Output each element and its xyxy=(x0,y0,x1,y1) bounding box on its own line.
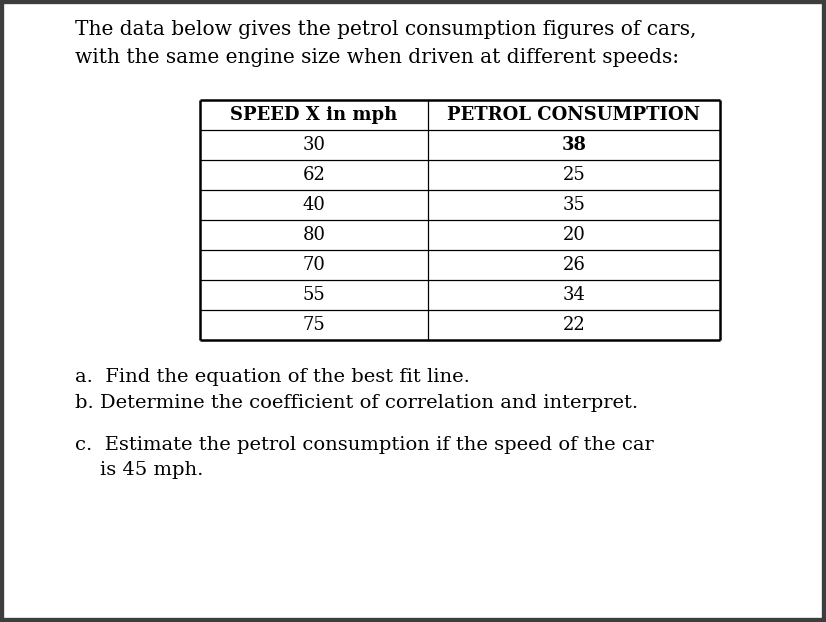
Text: is 45 mph.: is 45 mph. xyxy=(75,461,203,479)
Text: 34: 34 xyxy=(563,286,586,304)
Text: with the same engine size when driven at different speeds:: with the same engine size when driven at… xyxy=(75,48,679,67)
Text: 26: 26 xyxy=(563,256,586,274)
Text: 25: 25 xyxy=(563,166,586,184)
Text: 75: 75 xyxy=(302,316,325,334)
Text: 30: 30 xyxy=(302,136,325,154)
Text: The data below gives the petrol consumption figures of cars,: The data below gives the petrol consumpt… xyxy=(75,20,696,39)
Text: PETROL CONSUMPTION: PETROL CONSUMPTION xyxy=(448,106,700,124)
Text: c.  Estimate the petrol consumption if the speed of the car: c. Estimate the petrol consumption if th… xyxy=(75,436,653,454)
Text: 80: 80 xyxy=(302,226,325,244)
Text: 20: 20 xyxy=(563,226,586,244)
Text: 62: 62 xyxy=(302,166,325,184)
Text: 22: 22 xyxy=(563,316,586,334)
Text: 55: 55 xyxy=(302,286,325,304)
Text: SPEED X in mph: SPEED X in mph xyxy=(230,106,397,124)
Text: a.  Find the equation of the best fit line.: a. Find the equation of the best fit lin… xyxy=(75,368,470,386)
Text: 38: 38 xyxy=(562,136,586,154)
Text: 40: 40 xyxy=(302,196,325,214)
Text: 35: 35 xyxy=(563,196,586,214)
Text: b. Determine the coefficient of correlation and interpret.: b. Determine the coefficient of correlat… xyxy=(75,394,638,412)
Text: 70: 70 xyxy=(302,256,325,274)
